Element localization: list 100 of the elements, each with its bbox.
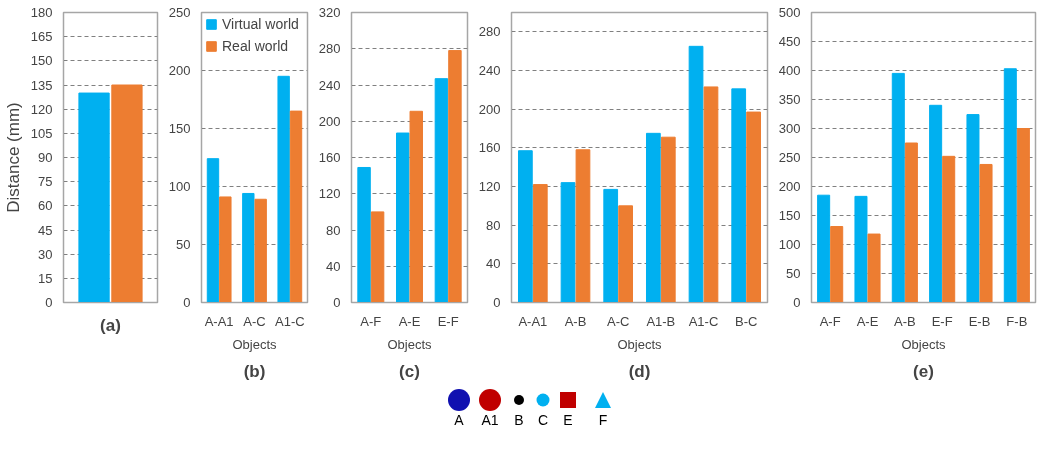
x-tick-label: E-B (968, 313, 991, 329)
y-tick-label: 135 (30, 77, 53, 93)
y-tick-label: 500 (778, 5, 801, 20)
bar (979, 163, 993, 303)
bar (434, 78, 449, 303)
bar (518, 150, 533, 303)
text: (d) (628, 361, 651, 381)
y-tick-label: 0 (45, 295, 53, 310)
text: E (563, 412, 573, 428)
y-tick-label: 80 (486, 217, 501, 233)
y-tick-label: 240 (478, 63, 501, 78)
text: (c) (399, 361, 420, 381)
bar (242, 192, 255, 303)
bar (289, 110, 303, 303)
bar (867, 233, 881, 303)
bar (618, 205, 633, 303)
y-tick-label: 240 (318, 77, 341, 93)
bar (929, 104, 943, 303)
x-tick-label: E-F (931, 313, 953, 329)
bar (560, 182, 576, 303)
x-tick-label: A-E (856, 313, 879, 329)
y-tick-label: 150 (778, 208, 801, 223)
bar (370, 211, 385, 303)
x-axis-title: Objects (232, 336, 278, 352)
bar (891, 72, 905, 303)
legend-label: Virtual world (222, 16, 299, 32)
x-tick-label: A-C (606, 313, 630, 329)
x-tick-label: A1-C (688, 313, 719, 329)
bar (219, 196, 232, 303)
bar (746, 111, 761, 303)
y-tick-label: 200 (168, 63, 191, 78)
x-tick-label: A-F (360, 313, 382, 329)
y-tick-label: 80 (326, 222, 341, 238)
bar (817, 194, 831, 303)
bar (904, 142, 918, 303)
bar (731, 88, 747, 303)
bar (357, 166, 371, 303)
y-tick-label: 90 (38, 150, 53, 165)
y-tick-label: 45 (38, 222, 53, 238)
x-tick-label: A-E (398, 313, 421, 329)
text: (b) (243, 361, 266, 381)
x-axis-title: Objects (901, 336, 947, 352)
bar (254, 198, 267, 303)
y-tick-label: 160 (478, 140, 501, 156)
y-tick-label: 0 (793, 295, 801, 310)
bar (448, 50, 462, 303)
y-tick-label: 120 (478, 179, 501, 194)
y-tick-label: 150 (168, 121, 191, 136)
y-tick-label: 50 (786, 266, 801, 281)
y-tick-label: 160 (318, 150, 341, 165)
y-tick-label: 165 (30, 29, 53, 45)
bar (660, 136, 676, 303)
x-axis-title: Objects (387, 336, 433, 352)
y-tick-label: 105 (30, 125, 53, 141)
y-tick-label: 100 (168, 179, 191, 194)
bar (1016, 128, 1030, 303)
y-tick-label: 280 (318, 41, 341, 57)
text: C (537, 412, 549, 428)
y-tick-label: 120 (30, 101, 53, 117)
x-tick-label: A-A1 (518, 313, 548, 329)
y-tick-label: 120 (318, 186, 341, 202)
bar (942, 155, 956, 303)
bar (409, 110, 423, 303)
y-tick-label: 30 (38, 246, 53, 262)
y-tick-label: 200 (318, 113, 341, 129)
text: A (454, 412, 465, 428)
x-tick-label: A-A1 (204, 313, 234, 329)
y-tick-label: 200 (778, 179, 801, 194)
y-tick-label: 280 (478, 24, 501, 40)
y-tick-label: 0 (183, 295, 191, 310)
x-tick-label: E-F (437, 313, 459, 329)
y-tick-label: 180 (30, 5, 53, 20)
x-tick-label: B-C (734, 313, 758, 329)
legend-label: Real world (222, 38, 289, 54)
y-tick-label: 350 (778, 92, 801, 107)
x-tick-label: F-B (1006, 313, 1028, 329)
y-tick-label: 250 (168, 5, 191, 20)
y-tick-label: 300 (778, 121, 801, 136)
bar (532, 184, 548, 303)
bar (396, 132, 410, 303)
text: (e) (913, 361, 934, 381)
bar (688, 45, 704, 303)
y-tick-label: 250 (778, 150, 801, 165)
x-tick-label: A-B (894, 313, 916, 329)
bar (575, 149, 591, 303)
y-tick-label: 50 (176, 237, 191, 252)
y-axis-title: Distance (mm) (3, 102, 23, 213)
y-tick-label: 75 (38, 174, 53, 190)
x-tick-label: A1-C (275, 313, 305, 329)
text: B (514, 412, 524, 428)
bar (646, 132, 661, 303)
y-tick-label: 320 (318, 5, 341, 20)
bar (206, 158, 220, 303)
text: A1 (481, 412, 499, 428)
text: F (598, 412, 608, 428)
text: (a) (100, 315, 121, 335)
y-tick-label: 15 (38, 270, 53, 286)
bar (854, 195, 868, 303)
bar (603, 188, 619, 303)
bar (830, 226, 844, 303)
